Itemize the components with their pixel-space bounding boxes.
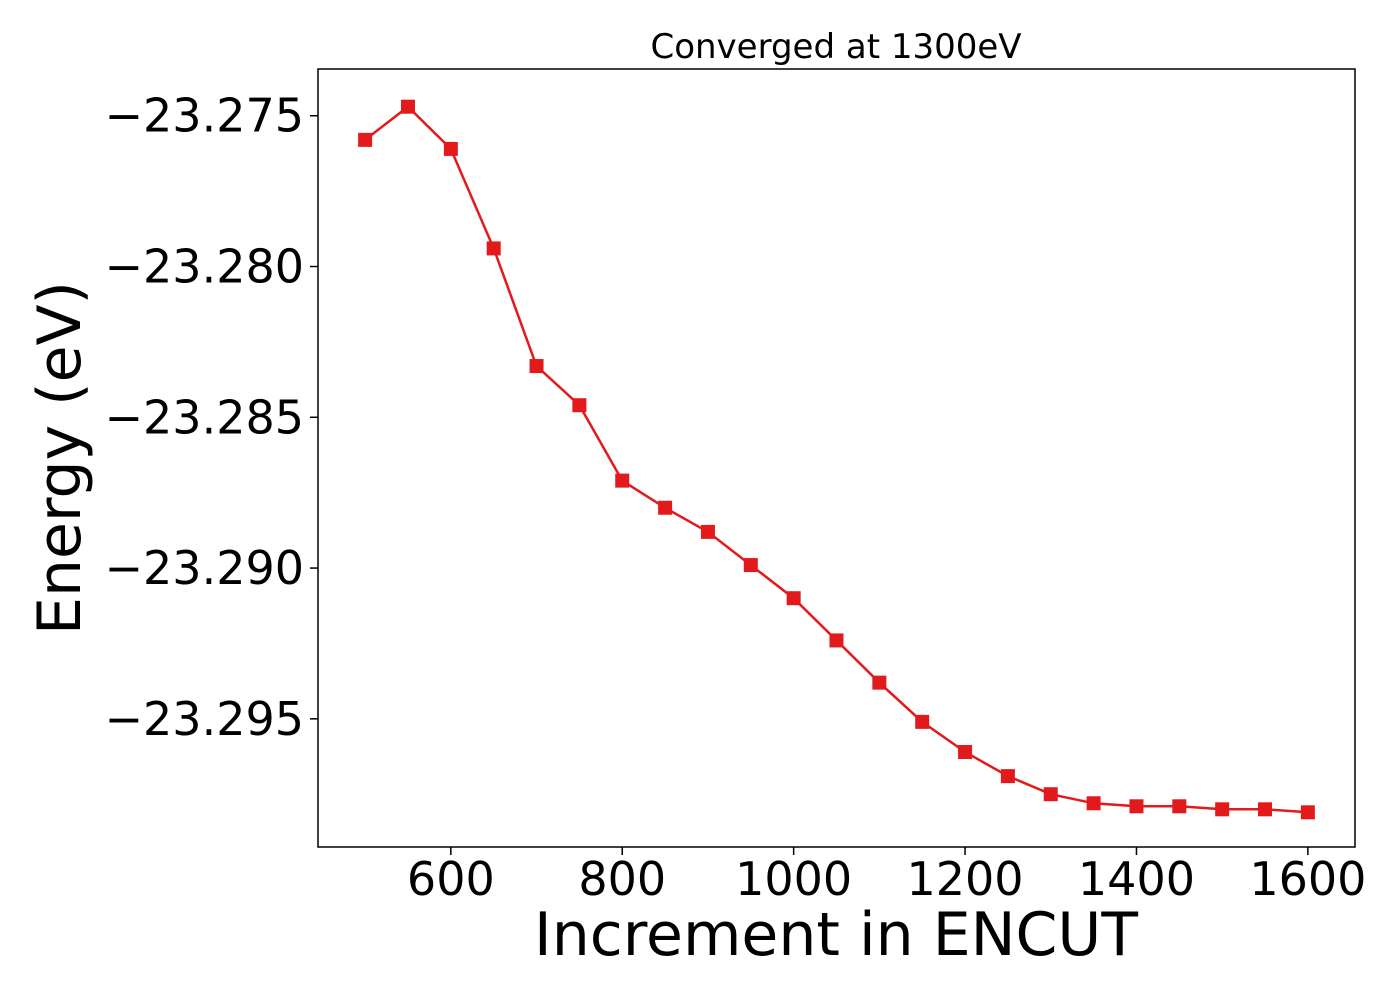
data-point-marker	[1086, 796, 1101, 811]
data-point-marker	[1300, 805, 1315, 820]
data-point-marker	[486, 241, 501, 256]
data-point-marker	[658, 500, 673, 515]
x-tick-label: 1400	[1078, 852, 1195, 906]
data-point-marker	[786, 591, 801, 606]
plot-area-frame	[317, 68, 1356, 848]
x-tick-label: 1200	[907, 852, 1024, 906]
data-point-marker	[443, 141, 458, 156]
y-tick-label: −23.280	[105, 240, 305, 294]
data-point-marker	[829, 633, 844, 648]
data-point-marker	[358, 132, 373, 147]
y-tick-label: −23.295	[105, 692, 305, 746]
data-point-marker	[529, 359, 544, 374]
x-tick-label: 800	[578, 852, 666, 906]
data-point-marker	[572, 398, 587, 413]
data-point-marker	[1258, 802, 1273, 817]
data-point-marker	[958, 745, 973, 760]
series-line	[364, 105, 1308, 814]
y-tick-label: −23.275	[105, 89, 305, 143]
data-point-marker	[1000, 769, 1015, 784]
data-point-marker	[1043, 787, 1058, 802]
data-point-marker	[1129, 799, 1144, 814]
data-point-marker	[1215, 802, 1230, 817]
y-axis-label: Energy (eV)	[25, 281, 95, 635]
series-layer	[358, 99, 1315, 820]
data-point-marker	[615, 473, 630, 488]
data-point-marker	[743, 558, 758, 573]
x-tick-label: 600	[407, 852, 495, 906]
x-axis-label: Increment in ENCUT	[534, 900, 1138, 970]
data-point-marker	[400, 99, 415, 114]
data-point-marker	[915, 714, 930, 729]
data-point-marker	[1172, 799, 1187, 814]
data-point-marker	[872, 675, 887, 690]
y-axis-ticks: −23.275 −23.280 −23.285 −23.290 −23.295	[105, 89, 318, 746]
x-tick-label: 1000	[735, 852, 852, 906]
y-tick-label: −23.285	[105, 390, 305, 444]
x-tick-label: 1600	[1249, 852, 1366, 906]
y-tick-label: −23.290	[105, 541, 305, 595]
x-axis-ticks: 600 800 1000 1200 1400 1600	[407, 847, 1366, 906]
data-point-marker	[700, 524, 715, 539]
chart-title: Converged at 1300eV	[650, 27, 1021, 67]
